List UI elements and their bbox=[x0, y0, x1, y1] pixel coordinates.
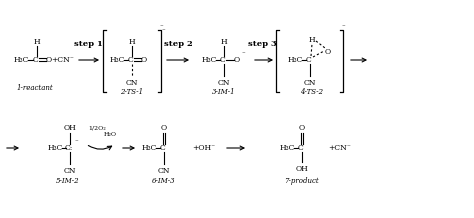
Text: CN: CN bbox=[304, 79, 316, 87]
Text: O: O bbox=[299, 124, 305, 132]
Text: C: C bbox=[220, 56, 226, 64]
Text: step 3: step 3 bbox=[247, 40, 276, 48]
Text: ⁻: ⁻ bbox=[342, 24, 346, 32]
Text: CN: CN bbox=[64, 167, 76, 175]
Text: H: H bbox=[309, 36, 315, 44]
Text: CN: CN bbox=[158, 167, 170, 175]
Text: +CN⁻: +CN⁻ bbox=[328, 144, 351, 152]
Text: ⁻: ⁻ bbox=[160, 24, 164, 32]
Text: 1/2O₂: 1/2O₂ bbox=[88, 126, 106, 131]
Text: H₃C: H₃C bbox=[47, 144, 63, 152]
Text: +CN⁻: +CN⁻ bbox=[52, 56, 74, 64]
Text: 7-product: 7-product bbox=[284, 177, 319, 185]
Text: O: O bbox=[234, 56, 240, 64]
Text: O: O bbox=[46, 56, 52, 64]
Text: C:: C: bbox=[65, 144, 73, 152]
Text: C: C bbox=[33, 56, 39, 64]
Text: H: H bbox=[221, 38, 228, 46]
Text: O: O bbox=[325, 48, 331, 56]
Text: C: C bbox=[306, 56, 312, 64]
Text: O: O bbox=[161, 124, 167, 132]
Text: ⁻: ⁻ bbox=[161, 28, 165, 36]
Text: H₃C: H₃C bbox=[141, 144, 157, 152]
Text: 3-IM-1: 3-IM-1 bbox=[212, 88, 236, 96]
Text: O: O bbox=[141, 56, 147, 64]
Text: C: C bbox=[160, 144, 166, 152]
Text: 1-reactant: 1-reactant bbox=[17, 84, 54, 92]
Text: H₃C: H₃C bbox=[109, 56, 125, 64]
Text: CN: CN bbox=[218, 79, 230, 87]
Text: 2-TS-1: 2-TS-1 bbox=[120, 88, 144, 96]
Text: C: C bbox=[298, 144, 304, 152]
Text: step 2: step 2 bbox=[164, 40, 192, 48]
Text: ⁻: ⁻ bbox=[74, 139, 78, 147]
Text: step 1: step 1 bbox=[73, 40, 102, 48]
Text: 4-TS-2: 4-TS-2 bbox=[301, 88, 324, 96]
Text: H₃C: H₃C bbox=[13, 56, 29, 64]
Text: 6-IM-3: 6-IM-3 bbox=[152, 177, 176, 185]
Text: H₃C: H₃C bbox=[201, 56, 217, 64]
Text: H: H bbox=[128, 38, 135, 46]
Text: H₃C: H₃C bbox=[287, 56, 303, 64]
Text: ⁻: ⁻ bbox=[241, 51, 245, 59]
Text: OH: OH bbox=[296, 165, 309, 173]
Text: H₂O: H₂O bbox=[103, 131, 117, 136]
Text: +OH⁻: +OH⁻ bbox=[192, 144, 216, 152]
Text: C: C bbox=[128, 56, 134, 64]
Text: H: H bbox=[34, 38, 40, 46]
Text: 5-IM-2: 5-IM-2 bbox=[56, 177, 80, 185]
Text: CN: CN bbox=[126, 79, 138, 87]
Text: OH: OH bbox=[64, 124, 76, 132]
Text: H₃C: H₃C bbox=[279, 144, 295, 152]
